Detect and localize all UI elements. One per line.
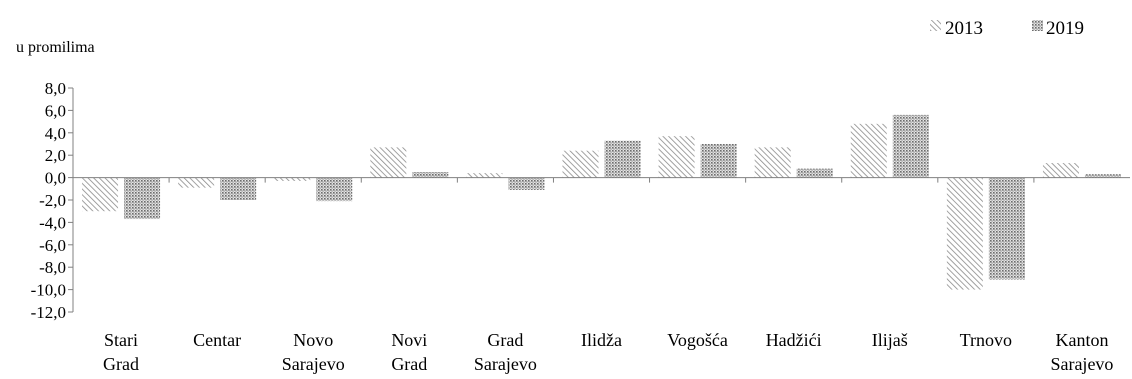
bar-2013-4	[466, 173, 503, 178]
bar-2013-1	[178, 177, 215, 188]
bar-2019-1	[220, 177, 257, 200]
legend-label-2019: 2019	[1046, 18, 1084, 39]
x-category-label: Ilidža	[581, 330, 622, 350]
y-tick-label: -10,0	[31, 281, 66, 300]
legend-swatch-2013	[930, 20, 941, 31]
bar-2019-6	[700, 144, 737, 178]
bar-2019-8	[892, 114, 929, 178]
y-tick-label: -12,0	[31, 303, 66, 322]
x-category-label: Novo Sarajevo	[282, 330, 345, 374]
y-tick-label: 8,0	[45, 79, 66, 98]
bar-2013-7	[754, 147, 791, 178]
bar-2013-9	[946, 177, 983, 290]
y-axis-unit-label: u promilima	[16, 39, 95, 56]
bar-2013-2	[274, 177, 311, 181]
y-tick-label: 4,0	[45, 124, 66, 143]
bar-2019-4	[508, 177, 545, 190]
x-category-label: Kanton Sarajevo	[1050, 330, 1113, 374]
legend-swatch-2019	[1032, 20, 1043, 31]
y-tick-label: -8,0	[39, 258, 66, 277]
x-category-label: Vogošća	[667, 330, 728, 350]
bar-2019-5	[604, 140, 641, 178]
bar-2019-2	[316, 177, 353, 202]
bar-2019-3	[412, 172, 449, 178]
legend: 2013 2019	[930, 18, 1084, 39]
bar-2019-10	[1084, 174, 1121, 178]
bars	[82, 114, 1121, 290]
y-tick-label: -6,0	[39, 236, 66, 255]
y-tick-label: -2,0	[39, 191, 66, 210]
bar-2019-7	[796, 168, 833, 178]
x-category-label: Trnovo	[960, 330, 1012, 350]
bar-2013-8	[850, 123, 887, 178]
bar-2013-6	[658, 136, 695, 178]
legend-label-2013: 2013	[945, 18, 983, 39]
x-category-label: Novi Grad	[391, 330, 427, 374]
y-tick-label: 2,0	[45, 146, 66, 165]
bar-2019-0	[124, 177, 161, 220]
category-labels: Stari Grad Centar Novo Sarajevo Novi Grad Grad S…	[103, 330, 1113, 374]
x-axis	[73, 177, 1130, 183]
bar-2019-9	[988, 177, 1025, 280]
x-category-label: Stari Grad	[103, 330, 139, 374]
x-category-label: Grad Sarajevo	[474, 330, 537, 374]
x-category-label: Centar	[193, 330, 241, 350]
bar-2013-10	[1042, 163, 1079, 178]
bar-2013-0	[82, 177, 119, 212]
x-category-label: Ilijaš	[872, 330, 908, 350]
bar-2013-3	[370, 147, 407, 178]
y-tick-label: -4,0	[39, 213, 66, 232]
y-tick-label: 6,0	[45, 101, 66, 120]
bar-2013-5	[562, 150, 599, 178]
y-axis: 8,0 6,0 4,0 2,0 0,0 -2,0 -4,0 -6,0 -8,0 -10,0 -12,…	[31, 79, 74, 322]
x-category-label: Hadžići	[766, 330, 822, 350]
y-tick-label: 0,0	[45, 169, 66, 188]
